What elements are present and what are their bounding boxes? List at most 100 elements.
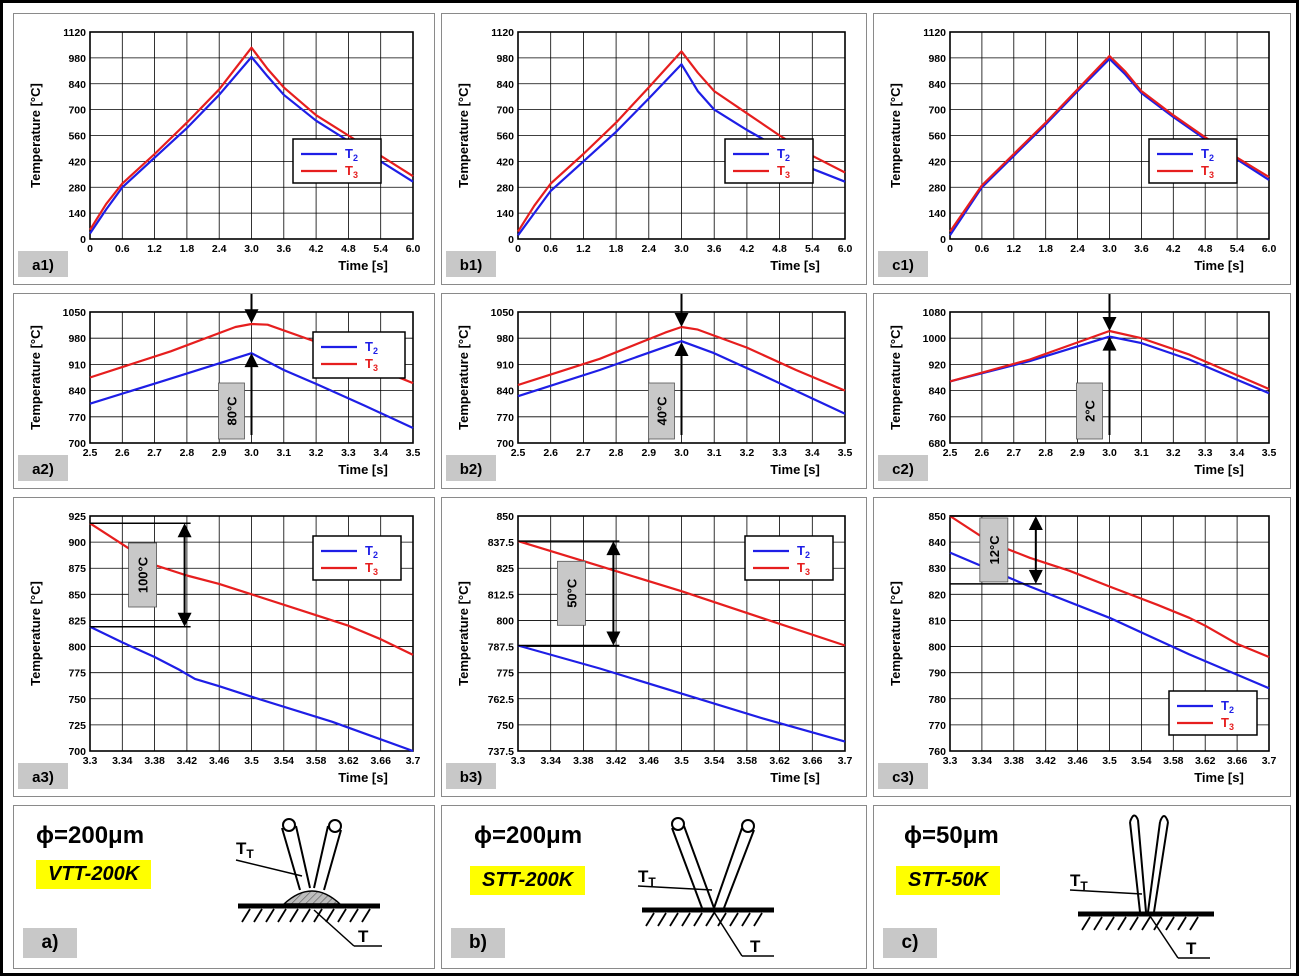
y-tick-label: 925 (68, 511, 86, 523)
x-tick-label: 3.42 (1035, 755, 1056, 767)
x-axis-label: Time [s] (1194, 462, 1244, 477)
y-tick-label: 680 (928, 438, 946, 450)
y-tick-label: 910 (68, 359, 86, 371)
x-tick-label: 3.3 (772, 447, 787, 459)
difference-box (557, 560, 586, 626)
x-tick-label: 3.5 (244, 755, 259, 767)
y-axis-label: Temperature [°C] (28, 581, 43, 686)
thermocouple-drawing-c: TT T (1069, 814, 1214, 959)
arrow-head-up (1028, 516, 1043, 530)
panel-tag-label: b2) (460, 461, 483, 478)
legend-box (724, 138, 814, 184)
y-tick-label: 810 (928, 615, 946, 627)
y-tick-label: 980 (68, 333, 86, 345)
panel-tag: a1) (18, 251, 68, 277)
legend-label-t2: T2 (1221, 698, 1234, 715)
difference-box (1076, 382, 1103, 440)
x-tick-label: 3.3 (341, 447, 356, 459)
y-tick-label: 700 (68, 438, 86, 450)
legend-label-t2: T2 (365, 339, 378, 356)
panel-b2: 2.5 2.6 2.7 2.8 2.9 3.0 3.1 3.2 3.3 3.4 3.5 700 770 8… (441, 293, 867, 489)
y-tick-label: 800 (496, 615, 514, 627)
x-tick-label: 3.34 (112, 755, 133, 767)
x-tick-label: 6.0 (406, 243, 421, 255)
legend-label-t3: T3 (1221, 715, 1234, 732)
arrow-head-up (674, 341, 689, 356)
chart-a2: 2.5 2.6 2.7 2.8 2.9 3.0 3.1 3.2 3.3 3.4 3.5 700 770 8… (18, 294, 420, 481)
panel-c2: 2.5 2.6 2.7 2.8 2.9 3.0 3.1 3.2 3.3 3.4 3.5 680 760 8… (873, 293, 1291, 489)
y-tick-label: 737.5 (488, 746, 514, 758)
y-tick-label: 140 (68, 208, 86, 220)
legend-box (312, 331, 406, 379)
difference-box (218, 382, 245, 440)
y-tick-label: 762.5 (488, 694, 514, 706)
panel-c3: 3.3 3.34 3.38 3.42 3.46 3.5 3.54 3.58 3.62 3.66 3.… (873, 497, 1291, 797)
substrate (238, 903, 380, 923)
x-tick-label: 3.58 (1163, 755, 1184, 767)
x-tick-label: 3.58 (306, 755, 327, 767)
legend-label-t2: T2 (1201, 146, 1214, 163)
y-tick-label: 760 (928, 412, 946, 424)
x-axis-label: Time [s] (770, 258, 820, 273)
legend-box (1148, 138, 1238, 184)
legend-label-t2: T2 (777, 146, 790, 163)
panel-tag: a) (23, 928, 77, 958)
legend-label-t3: T3 (345, 163, 358, 180)
panel-b3: 3.3 3.34 3.38 3.42 3.46 3.5 3.54 3.58 3.62 3.66 3.… (441, 497, 867, 797)
panel-tag: a3) (18, 763, 68, 789)
sensor-type-badge: STT-200K (470, 866, 586, 895)
panel-tag: b1) (446, 251, 496, 277)
y-tick-label: 840 (928, 386, 946, 398)
thermocouple-drawing-a: TT T (235, 818, 382, 947)
legend-box (744, 535, 834, 581)
difference-annotation: 40°C (648, 294, 689, 440)
x-tick-label: 3.3 (1198, 447, 1213, 459)
difference-box (128, 542, 157, 608)
x-tick-label: 3.54 (704, 755, 725, 767)
x-tick-label: 3.42 (177, 755, 198, 767)
arrow-head-down (606, 631, 621, 646)
grid (517, 31, 846, 240)
series-line-t3 (517, 540, 846, 647)
panel-tag-label: c3) (892, 769, 914, 786)
y-tick-label: 420 (928, 156, 946, 168)
series-line-t3 (949, 515, 1270, 659)
chart-c2: 2.5 2.6 2.7 2.8 2.9 3.0 3.1 3.2 3.3 3.4 3.5 680 760 8… (878, 294, 1276, 481)
x-tick-label: 4.2 (309, 243, 324, 255)
t-label: T (750, 937, 761, 956)
y-tick-label: 775 (68, 668, 86, 680)
legend-box (312, 535, 402, 581)
difference-annotation: 80°C (218, 294, 259, 440)
legend-label-t2: T2 (365, 543, 378, 560)
legend-box (292, 138, 382, 184)
x-tick-label: 3.6 (707, 243, 722, 255)
panel-tag-label: a3) (32, 769, 54, 786)
tt-label: TT (638, 867, 656, 889)
panel-a2: 2.5 2.6 2.7 2.8 2.9 3.0 3.1 3.2 3.3 3.4 3.5 700 770 8… (13, 293, 435, 489)
y-tick-label: 910 (496, 359, 514, 371)
y-tick-label: 800 (928, 642, 946, 654)
y-tick-label: 840 (928, 537, 946, 549)
y-tick-label: 770 (68, 412, 86, 424)
x-tick-label: 2.5 (83, 447, 98, 459)
y-tick-label: 800 (68, 642, 86, 654)
x-tick-label: 3.0 (244, 243, 259, 255)
x-tick-label: 5.4 (805, 243, 820, 255)
difference-label: 40°C (655, 396, 670, 426)
x-tick-label: 3.0 (674, 243, 689, 255)
y-tick-label: 700 (68, 746, 86, 758)
panel-tag: b3) (446, 763, 496, 789)
panel-tag-box (446, 455, 496, 481)
grid (89, 31, 414, 240)
y-tick-label: 770 (928, 720, 946, 732)
x-tick-label: 3.7 (1262, 755, 1277, 767)
y-tick-label: 0 (940, 234, 946, 246)
x-tick-label: 0 (87, 243, 93, 255)
panel-tag-label: a1) (32, 257, 54, 274)
y-tick-label: 820 (928, 589, 946, 601)
y-tick-label: 750 (68, 694, 86, 706)
x-tick-label: 1.2 (576, 243, 591, 255)
thermocouple-drawing-b: TT T (637, 817, 774, 957)
